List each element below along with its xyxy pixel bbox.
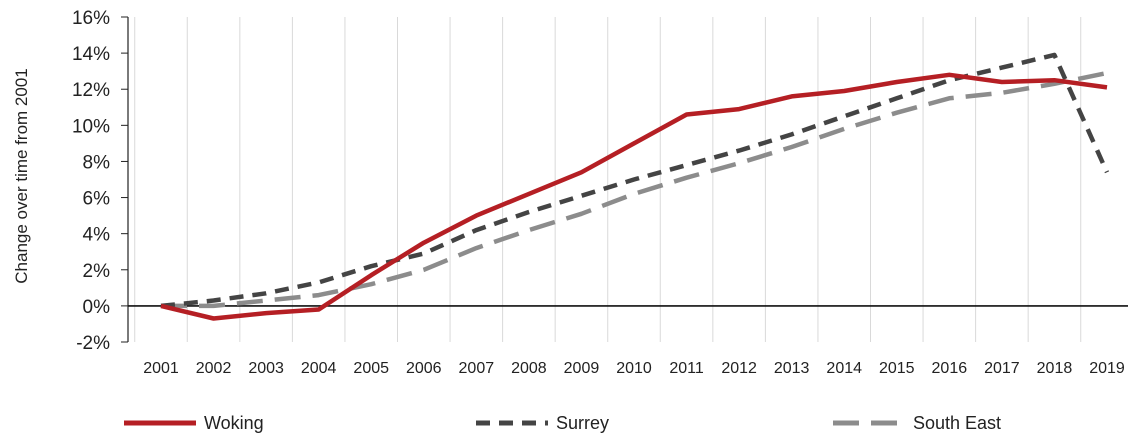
y-tick-label: -2% [76,333,110,354]
axes [127,17,1128,342]
x-tick-label: 2009 [564,360,600,377]
series-line-south-east [161,70,1108,309]
x-tick-label: 2010 [616,360,652,377]
x-tick-label: 2007 [459,360,495,377]
y-tick-label: 14% [72,44,110,65]
y-axis-title: Change over time from 2001 [12,68,31,283]
y-tick-label: 0% [83,297,111,318]
y-tick-label: 16% [72,8,110,29]
y-tick-label: 8% [83,152,111,173]
x-tick-label: 2002 [196,360,232,377]
x-tick-label: 2018 [1037,360,1073,377]
series-line-woking [160,72,1108,321]
x-tick-label: 2004 [301,360,337,377]
x-tick-label: 2008 [511,360,547,377]
x-tick-label: 2003 [248,360,284,377]
series-line-surrey [160,52,1110,309]
y-tick-label: 6% [83,189,111,210]
x-tick-label: 2016 [932,360,968,377]
x-tick-label: 2019 [1089,360,1125,377]
y-tick-labels: -2% 0% 2% 4% 6% 8% 10% 12% 14% 16% [72,8,128,354]
x-tick-labels: 2001 2002 2003 2004 2005 2006 2007 2008 2009 2010… [143,360,1125,377]
x-tick-label: 2001 [143,360,179,377]
legend: Woking Surrey South East [124,413,1001,433]
legend-label: South East [913,413,1001,433]
legend-label: Woking [204,413,264,433]
series-lines [160,52,1110,321]
x-tick-label: 2005 [353,360,389,377]
x-tick-label: 2013 [774,360,810,377]
vertical-gridlines [134,17,1082,342]
x-tick-label: 2014 [826,360,862,377]
y-tick-label: 12% [72,80,110,101]
y-tick-label: 10% [72,116,110,137]
x-tick-label: 2015 [879,360,915,377]
x-tick-label: 2017 [984,360,1020,377]
x-tick-label: 2006 [406,360,442,377]
x-tick-label: 2012 [721,360,757,377]
x-tick-label: 2011 [669,360,704,377]
y-tick-label: 4% [83,225,111,246]
legend-label: Surrey [556,413,609,433]
y-tick-label: 2% [83,261,111,282]
